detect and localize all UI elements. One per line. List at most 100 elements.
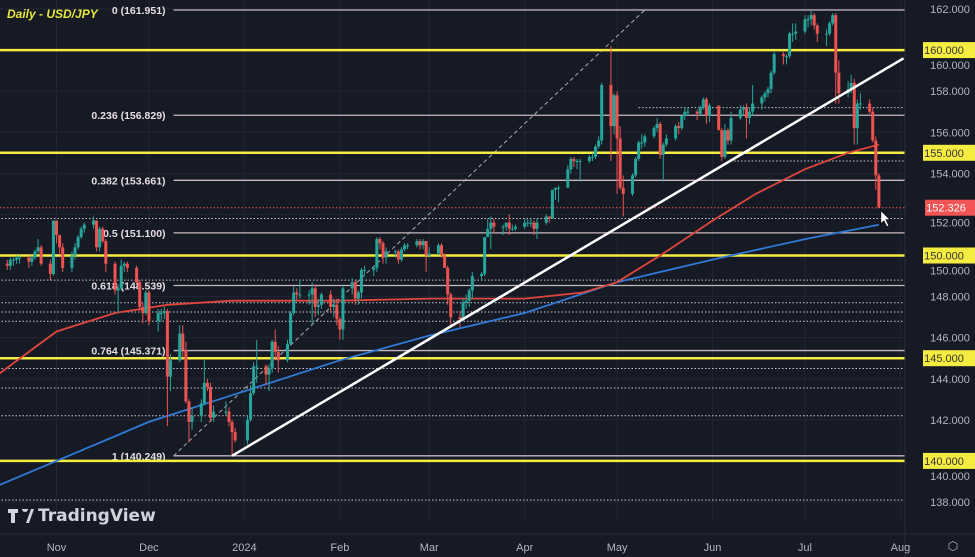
candle-body bbox=[547, 216, 551, 219]
date-tick-label: Jun bbox=[704, 542, 722, 554]
candle-body bbox=[252, 366, 256, 394]
candle-body bbox=[249, 393, 253, 420]
candle-body bbox=[664, 138, 668, 145]
candle-body bbox=[621, 187, 625, 194]
candle-body bbox=[643, 136, 647, 143]
candle-body bbox=[267, 368, 271, 375]
candle-body bbox=[264, 366, 268, 375]
level-price-badge bbox=[923, 247, 975, 264]
candle-body bbox=[766, 89, 770, 94]
candle-body bbox=[812, 15, 816, 26]
moving-average-fast bbox=[0, 143, 880, 375]
price-tick-label: 160.000 bbox=[930, 60, 970, 72]
candle-body bbox=[378, 239, 382, 244]
candle-body bbox=[55, 220, 59, 235]
candle-body bbox=[227, 411, 231, 422]
candle-body bbox=[535, 222, 539, 229]
candle-body bbox=[868, 103, 872, 112]
candle-body bbox=[461, 302, 465, 320]
date-tick-label: Nov bbox=[47, 542, 67, 554]
candle-body bbox=[8, 259, 12, 266]
candle-body bbox=[526, 222, 530, 224]
candle-body bbox=[640, 142, 644, 144]
candle-body bbox=[292, 292, 296, 314]
price-tick-label: 150.000 bbox=[930, 266, 970, 278]
date-tick-label: Jul bbox=[798, 542, 812, 554]
candle-body bbox=[91, 220, 95, 225]
candle-body bbox=[156, 313, 160, 322]
date-tick-label: Aug bbox=[891, 542, 911, 554]
candle-body bbox=[73, 247, 77, 256]
candle-body bbox=[310, 288, 314, 295]
candle-body bbox=[809, 15, 813, 20]
price-tick-label: 138.000 bbox=[930, 497, 970, 509]
date-tick-label: Feb bbox=[330, 542, 349, 554]
candle-body bbox=[403, 245, 407, 250]
candle-body bbox=[594, 146, 598, 157]
price-tick-label: 156.000 bbox=[930, 127, 970, 139]
settings-gear-icon[interactable]: ⬡ bbox=[947, 539, 959, 553]
candle-body bbox=[5, 263, 9, 266]
level-price-label: 150.000 bbox=[924, 251, 964, 263]
candle-body bbox=[58, 234, 62, 248]
candle-body bbox=[165, 310, 169, 377]
candle-body bbox=[190, 415, 194, 422]
candle-body bbox=[415, 241, 419, 246]
candle-body bbox=[590, 156, 594, 158]
candle-body bbox=[286, 343, 290, 361]
candle-body bbox=[449, 294, 453, 318]
candle-body bbox=[655, 124, 659, 129]
candle-body bbox=[440, 245, 444, 256]
date-tick-label: Mar bbox=[420, 542, 439, 554]
candle-body bbox=[806, 19, 810, 21]
candle-body bbox=[178, 333, 182, 361]
candle-body bbox=[230, 421, 234, 433]
candle-body bbox=[831, 15, 835, 24]
candle-body bbox=[82, 224, 86, 229]
candle-body bbox=[726, 130, 730, 141]
candle-body bbox=[855, 103, 859, 129]
candle-body bbox=[695, 111, 699, 114]
candle-body bbox=[70, 255, 74, 268]
candle-body bbox=[717, 105, 721, 131]
candle-body bbox=[245, 419, 249, 441]
candle-body bbox=[168, 360, 172, 377]
candle-body bbox=[14, 257, 18, 260]
candle-body bbox=[513, 226, 517, 229]
candle-body bbox=[18, 257, 22, 259]
candle-body bbox=[319, 294, 323, 305]
tradingview-logo-text: TradingView bbox=[38, 506, 156, 526]
fib-level-label: 0.5 (151.100) bbox=[103, 228, 165, 240]
price-tick-label: 142.000 bbox=[930, 415, 970, 427]
candle-body bbox=[76, 237, 80, 248]
candle-body bbox=[436, 245, 440, 254]
candle-body bbox=[529, 222, 533, 224]
candle-body bbox=[707, 105, 711, 116]
candle-body bbox=[329, 294, 333, 307]
candle-body bbox=[507, 222, 511, 229]
candle-body bbox=[61, 247, 65, 268]
price-tick-label: 154.000 bbox=[930, 168, 970, 180]
candle-body bbox=[255, 366, 259, 368]
candle-body bbox=[501, 226, 505, 228]
candle-body bbox=[427, 253, 431, 256]
fib-level-label: 0 (161.951) bbox=[112, 5, 166, 17]
date-tick-label: Apr bbox=[516, 542, 533, 554]
candle-body bbox=[375, 239, 379, 268]
fib-level-label: 0.236 (156.829) bbox=[91, 110, 165, 122]
candle-body bbox=[677, 126, 681, 129]
candle-body bbox=[113, 263, 117, 291]
candle-body bbox=[578, 161, 582, 163]
candle-body bbox=[341, 288, 345, 330]
candle-body bbox=[51, 220, 55, 274]
candle-body bbox=[212, 411, 216, 418]
candle-body bbox=[11, 259, 15, 261]
candle-body bbox=[298, 294, 302, 296]
candle-body bbox=[295, 292, 299, 295]
level-price-badge bbox=[923, 42, 975, 59]
candle-body bbox=[652, 128, 656, 137]
candle-body bbox=[270, 341, 274, 369]
candle-body bbox=[748, 111, 752, 118]
fib-trend-dashed-line bbox=[173, 9, 646, 457]
